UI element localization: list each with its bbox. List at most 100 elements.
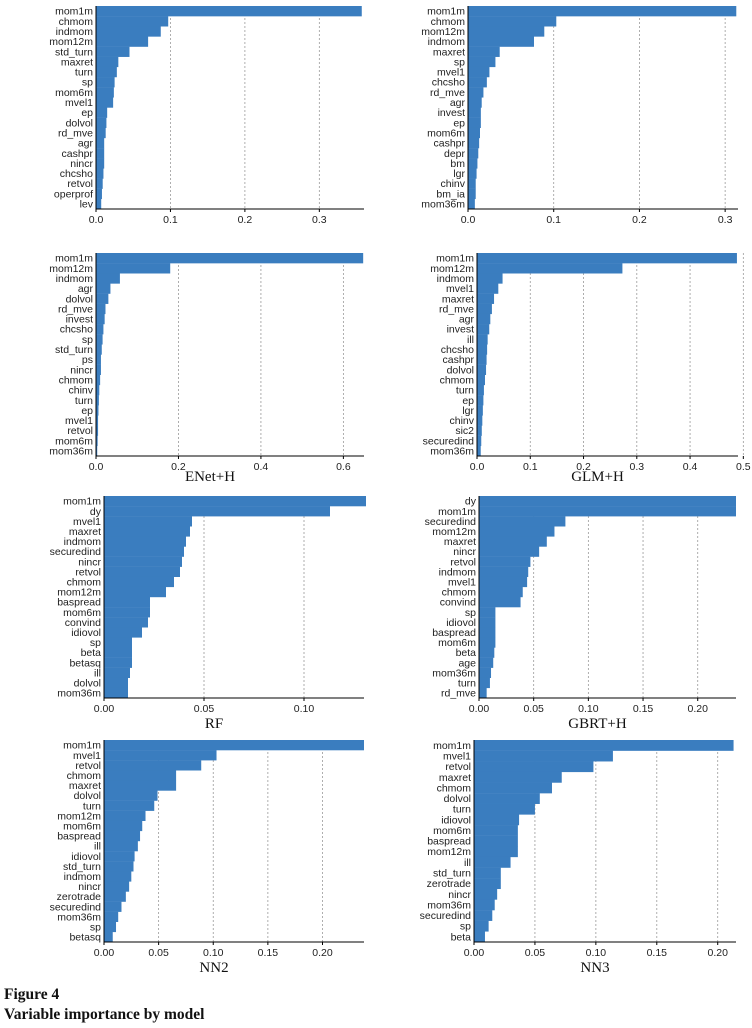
bar-securedind	[474, 910, 492, 921]
bar-depr	[468, 148, 478, 158]
bar-mom36m	[104, 688, 128, 698]
bar-mvel1	[96, 97, 113, 107]
bar-baspread	[479, 627, 495, 637]
bar-rd_mve	[477, 304, 492, 314]
bar-mom6m	[96, 87, 114, 97]
bar-securedind	[104, 547, 184, 557]
bar-securedind	[479, 516, 565, 526]
chart-title: GLM+H	[571, 469, 624, 485]
chart-panel-4: mom1mmom12mindmommvel1maxretrd_mveagrinv…	[423, 253, 751, 485]
bar-agr	[96, 138, 104, 148]
x-tick-label: 0.05	[194, 703, 215, 715]
bar-chmom	[96, 375, 100, 385]
bar-mom6m	[104, 821, 142, 831]
bar-dolvol	[96, 118, 106, 128]
bar-beta	[474, 931, 485, 942]
bar-chcsho	[96, 324, 103, 334]
bar-retvol	[474, 761, 593, 772]
x-tick-label: 0.20	[688, 703, 709, 715]
x-tick-label: 0.00	[94, 947, 115, 959]
bar-chcsho	[468, 77, 487, 87]
bar-age	[479, 658, 493, 668]
chart-panel-8: mom1mmvel1retvolmaxretchmomdolvolturnidi…	[420, 740, 736, 976]
x-tick-label: 0.5	[736, 461, 751, 473]
x-tick-label: 0.0	[470, 461, 485, 473]
bar-retvol	[96, 179, 103, 189]
x-tick-label: 0.4	[254, 461, 269, 473]
x-tick-label: 0.15	[258, 947, 279, 959]
bar-baspread	[104, 831, 140, 841]
x-tick-label: 0.20	[708, 947, 729, 959]
chart-panel-5: mom1mdymvel1maxretindmomsecuredindnincrr…	[50, 496, 366, 732]
bar-mom12m	[104, 587, 166, 597]
bar-zerotrade	[474, 878, 501, 889]
bar-retvol	[104, 567, 180, 577]
bar-rd_mve	[468, 87, 483, 97]
bar-chinv	[477, 415, 482, 425]
bar-chmom	[477, 375, 485, 385]
bar-maxret	[479, 536, 547, 546]
x-tick-label: 0.00	[464, 947, 485, 959]
bar-dolvol	[474, 793, 540, 804]
bar-turn	[104, 801, 154, 811]
chart-title: RF	[205, 716, 223, 732]
x-tick-label: 0.10	[203, 947, 224, 959]
bar-chcsho	[96, 168, 103, 178]
bar-indmom	[479, 567, 528, 577]
bar-chmom	[474, 783, 552, 794]
bar-indmom	[96, 26, 161, 36]
bar-mom1m	[104, 740, 364, 750]
chart-panel-3: mom1mmom12mindmomagrdolvolrd_mveinvestch…	[49, 253, 364, 485]
category-label: lev	[80, 199, 94, 211]
bar-mom36m	[474, 899, 495, 910]
x-tick-label: 0.3	[312, 214, 327, 226]
bar-mom36m	[477, 446, 481, 456]
charts-canvas: mom1mchmomindmommom12mstd_turnmaxretturn…	[0, 0, 752, 980]
x-tick-label: 0.1	[163, 214, 178, 226]
category-label: mom36m	[49, 446, 93, 458]
bar-dolvol	[96, 294, 108, 304]
bar-chmom	[468, 16, 556, 26]
chart-title: NN2	[199, 960, 228, 976]
bar-maxret	[468, 47, 500, 57]
bar-mom36m	[479, 668, 491, 678]
bar-mom12m	[474, 846, 518, 857]
bar-mvel1	[104, 516, 192, 526]
chart-title: GBRT+H	[568, 716, 627, 732]
bar-indmom	[477, 273, 503, 283]
bar-chmom	[104, 577, 174, 587]
bar-sp	[474, 921, 489, 932]
x-tick-label: 0.2	[632, 214, 647, 226]
bar-indmom	[104, 871, 131, 881]
x-tick-label: 0.05	[525, 947, 546, 959]
figure-label: Figure 4	[4, 986, 59, 1004]
bar-turn	[477, 385, 484, 395]
bar-rd_mve	[479, 688, 487, 698]
bar-ep	[96, 108, 107, 118]
bar-chmom	[479, 587, 523, 597]
x-tick-label: 0.3	[718, 214, 733, 226]
bar-mom36m	[104, 912, 118, 922]
bar-idiovol	[104, 851, 135, 861]
x-tick-label: 0.05	[523, 703, 544, 715]
bar-invest	[96, 314, 105, 324]
bar-mom6m	[468, 128, 480, 138]
bar-nincr	[96, 158, 104, 168]
bar-maxret	[96, 57, 118, 67]
bar-nincr	[479, 547, 539, 557]
bar-mom1m	[479, 506, 736, 516]
bar-sp	[96, 334, 103, 344]
x-tick-label: 0.15	[633, 703, 654, 715]
category-label: beta	[451, 931, 472, 943]
bar-indmom	[468, 36, 534, 46]
x-tick-label: 0.1	[546, 214, 561, 226]
bar-agr	[96, 283, 110, 293]
bar-mom6m	[474, 825, 518, 836]
bar-ill	[474, 857, 511, 868]
bar-beta	[479, 648, 494, 658]
bar-mvel1	[479, 577, 527, 587]
bar-sic2	[477, 426, 482, 436]
bar-mvel1	[104, 750, 217, 760]
figure-caption: Variable importance by model	[4, 1006, 205, 1024]
bar-maxret	[104, 526, 190, 536]
